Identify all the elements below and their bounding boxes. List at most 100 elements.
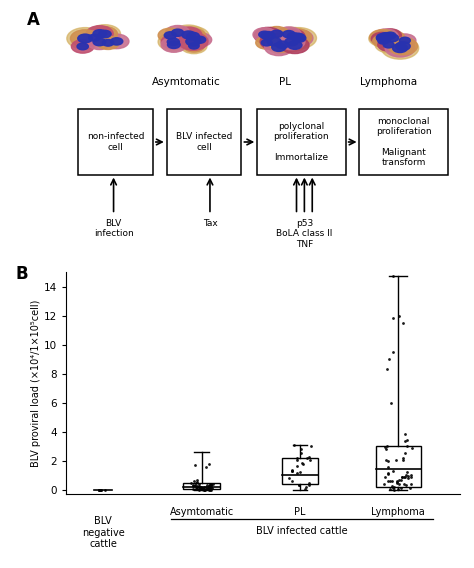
Bar (376, 446, 421, 487)
Circle shape (288, 41, 302, 49)
Circle shape (180, 28, 206, 44)
Circle shape (375, 37, 402, 53)
Point (398, 473, 405, 482)
Point (204, 483, 212, 492)
Circle shape (383, 41, 394, 48)
Point (201, 485, 209, 494)
Point (196, 480, 203, 489)
Circle shape (167, 41, 180, 48)
Point (401, 472, 409, 481)
Point (101, 485, 109, 494)
Text: p53
BoLA class II
TNF: p53 BoLA class II TNF (276, 219, 333, 249)
Point (97, 485, 104, 494)
Circle shape (164, 32, 176, 39)
Circle shape (158, 28, 182, 43)
Circle shape (260, 33, 288, 50)
Circle shape (194, 36, 206, 43)
Point (384, 469, 392, 478)
Circle shape (158, 33, 189, 51)
Point (293, 461, 301, 470)
Circle shape (369, 31, 395, 46)
Circle shape (373, 35, 393, 47)
Point (288, 477, 296, 486)
Point (207, 480, 214, 489)
Circle shape (386, 34, 399, 42)
Point (191, 481, 199, 490)
Circle shape (284, 29, 311, 45)
Circle shape (93, 30, 107, 37)
Circle shape (380, 32, 392, 40)
Point (400, 454, 407, 463)
Point (195, 485, 202, 494)
Circle shape (278, 34, 305, 49)
Point (297, 445, 304, 454)
Point (389, 314, 397, 323)
Text: polyclonal
proliferation

Immortalize: polyclonal proliferation Immortalize (273, 122, 329, 162)
Point (304, 453, 311, 462)
Point (401, 449, 409, 458)
Circle shape (189, 43, 199, 49)
Circle shape (259, 31, 270, 38)
Circle shape (182, 31, 195, 39)
Point (198, 483, 206, 492)
Point (293, 456, 301, 465)
Circle shape (99, 30, 111, 37)
Circle shape (178, 33, 208, 50)
Point (207, 485, 214, 494)
Point (392, 456, 400, 465)
Circle shape (376, 35, 387, 41)
Circle shape (261, 39, 272, 46)
Circle shape (89, 34, 100, 41)
Circle shape (370, 30, 396, 45)
FancyBboxPatch shape (167, 110, 241, 175)
Point (192, 478, 200, 487)
Point (207, 479, 215, 488)
Circle shape (271, 30, 283, 37)
Circle shape (78, 34, 92, 43)
Point (293, 453, 301, 462)
Point (402, 470, 410, 479)
Circle shape (72, 40, 94, 53)
Circle shape (256, 36, 278, 49)
Circle shape (380, 37, 390, 43)
Circle shape (188, 33, 212, 47)
Point (395, 311, 403, 320)
Circle shape (161, 35, 185, 49)
Circle shape (270, 37, 295, 52)
Point (191, 461, 199, 470)
Point (205, 485, 213, 494)
Point (305, 481, 313, 490)
Point (290, 440, 298, 449)
Point (206, 459, 213, 468)
Point (208, 483, 216, 492)
Circle shape (172, 25, 205, 45)
Circle shape (276, 27, 301, 41)
Text: BLV infected
cell: BLV infected cell (176, 132, 232, 152)
Circle shape (385, 32, 396, 39)
Point (206, 481, 213, 490)
Point (193, 484, 201, 493)
Point (381, 442, 388, 452)
Point (406, 483, 414, 492)
Circle shape (285, 38, 298, 46)
Circle shape (283, 31, 295, 38)
Circle shape (272, 43, 286, 52)
Circle shape (87, 35, 112, 49)
Point (196, 482, 203, 491)
Circle shape (177, 27, 209, 46)
Point (193, 481, 201, 490)
Point (192, 485, 200, 494)
FancyBboxPatch shape (257, 110, 346, 175)
Circle shape (71, 30, 100, 47)
Circle shape (282, 29, 305, 43)
Point (285, 474, 292, 483)
Circle shape (261, 31, 275, 40)
Point (391, 483, 398, 492)
Text: PL: PL (294, 507, 306, 517)
Circle shape (264, 39, 293, 56)
Circle shape (264, 27, 289, 41)
Point (295, 481, 303, 490)
Point (402, 480, 410, 489)
Point (381, 472, 389, 481)
Point (95, 485, 102, 494)
